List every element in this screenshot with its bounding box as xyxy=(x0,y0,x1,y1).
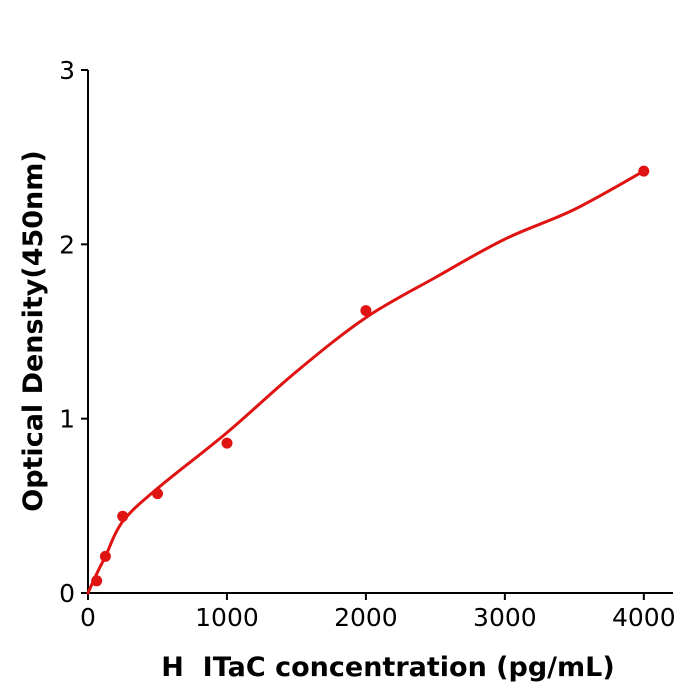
y-tick-label: 3 xyxy=(59,56,75,85)
data-point xyxy=(638,165,650,177)
x-tick-label: 3000 xyxy=(473,603,537,632)
data-point xyxy=(91,575,103,587)
data-point xyxy=(221,437,233,449)
data-points xyxy=(91,165,650,587)
axes-spines xyxy=(87,70,673,594)
y-tick-label: 0 xyxy=(59,579,75,608)
y-tick-label: 1 xyxy=(59,405,75,434)
axis-spines-path xyxy=(87,70,673,594)
x-tick-label: 0 xyxy=(80,603,96,632)
data-point xyxy=(99,550,111,562)
x-axis-label: H ITaC concentration (pg/mL) xyxy=(161,652,614,683)
data-point xyxy=(117,510,129,522)
axis-ticks xyxy=(81,69,645,600)
x-tick-label: 2000 xyxy=(334,603,398,632)
y-tick-label: 2 xyxy=(59,230,75,259)
fit-curve-line xyxy=(86,169,646,595)
x-tick-label: 4000 xyxy=(612,603,676,632)
x-tick-label: 1000 xyxy=(195,603,259,632)
data-point xyxy=(360,305,372,317)
axis-tick-labels: 0 1000 2000 3000 4000 0 1 2 3 xyxy=(59,56,676,632)
data-point xyxy=(152,488,163,500)
y-axis-label: Optical Density(450nm) xyxy=(18,150,49,512)
